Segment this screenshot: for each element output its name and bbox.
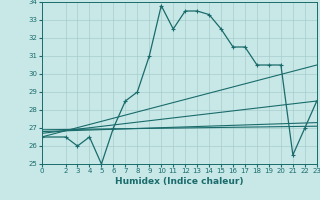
X-axis label: Humidex (Indice chaleur): Humidex (Indice chaleur) — [115, 177, 244, 186]
